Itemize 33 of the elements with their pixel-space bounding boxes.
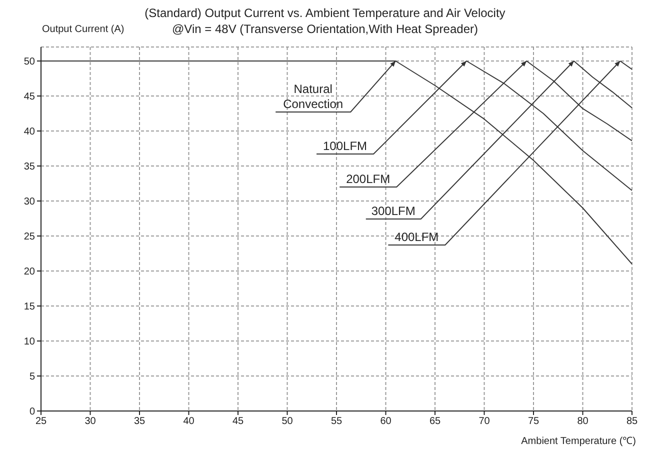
x-tick-label: 55 [330, 416, 342, 428]
y-tick-label: 40 [24, 126, 36, 138]
annotation: Natural Convection [283, 82, 344, 111]
y-tick-label: 50 [24, 56, 36, 68]
x-tick-label: 50 [282, 416, 294, 428]
x-tick-label: 45 [232, 416, 244, 428]
annotation: 200LFM [346, 172, 390, 186]
y-tick-label: 45 [24, 92, 36, 103]
y-tick-label: 35 [24, 162, 36, 173]
chart-title: (Standard) Output Current vs. Ambient Temperature and Air Velocity [144, 6, 506, 20]
x-axis-title: Ambient Temperature (℃) [521, 435, 636, 447]
y-tick-label: 15 [24, 302, 36, 313]
y-tick-label: 10 [24, 336, 36, 348]
annotation: 300LFM [371, 204, 416, 218]
y-tick-label: 30 [24, 196, 36, 208]
chart-subtitle: @Vin = 48V (Transverse Orientation,With Heat Spreader) [172, 22, 478, 36]
annotation: 400LFM [394, 230, 439, 244]
x-tick-label: 80 [577, 416, 589, 428]
x-tick-label: 35 [134, 416, 146, 428]
annotation: 100LFM [323, 139, 368, 153]
x-tick-label: 70 [478, 416, 490, 428]
line-series [41, 60, 632, 264]
y-tick-label: 0 [29, 406, 36, 418]
x-tick-label: 40 [183, 416, 195, 428]
y-tick-label: 5 [29, 372, 36, 383]
y-tick-label: 25 [24, 232, 36, 243]
y-tick-label: 20 [24, 266, 36, 278]
x-tick-label: 85 [626, 416, 638, 428]
x-tick-label: 75 [528, 416, 540, 428]
y-axis-title: Output Current (A) [42, 24, 124, 35]
x-tick-label: 60 [380, 416, 392, 428]
x-tick-label: 65 [429, 416, 441, 428]
x-tick-label: 30 [84, 416, 96, 428]
